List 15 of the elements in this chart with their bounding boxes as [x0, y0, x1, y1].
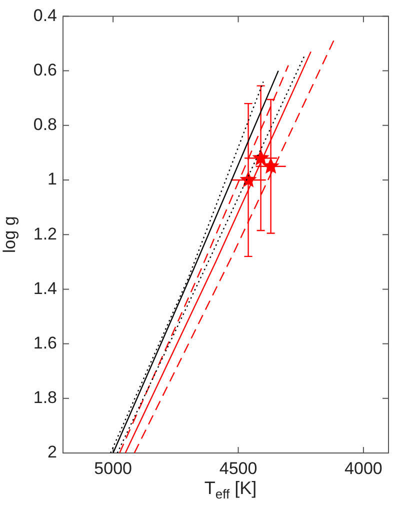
x-tick-label: 4500	[219, 458, 258, 478]
y-tick-label: 0.6	[33, 60, 57, 80]
x-tick-label: 4000	[344, 458, 382, 478]
y-tick-label: 1.4	[33, 278, 57, 298]
y-axis-title: log g	[0, 216, 19, 254]
point	[262, 157, 280, 174]
y-tick-label: 1.2	[33, 224, 57, 244]
y-tick-label: 1.8	[33, 388, 57, 408]
x-tick-label: 5000	[94, 458, 132, 478]
y-tick-label: 1.6	[33, 333, 57, 352]
y-tick-label: 1	[48, 170, 57, 189]
y-tick-label: 0.8	[33, 115, 57, 134]
y-tick-label: 0.4	[33, 6, 57, 25]
x-axis-title: T$_{eff}$ [K]	[203, 478, 258, 502]
y-tick-label: 2	[48, 442, 57, 462]
